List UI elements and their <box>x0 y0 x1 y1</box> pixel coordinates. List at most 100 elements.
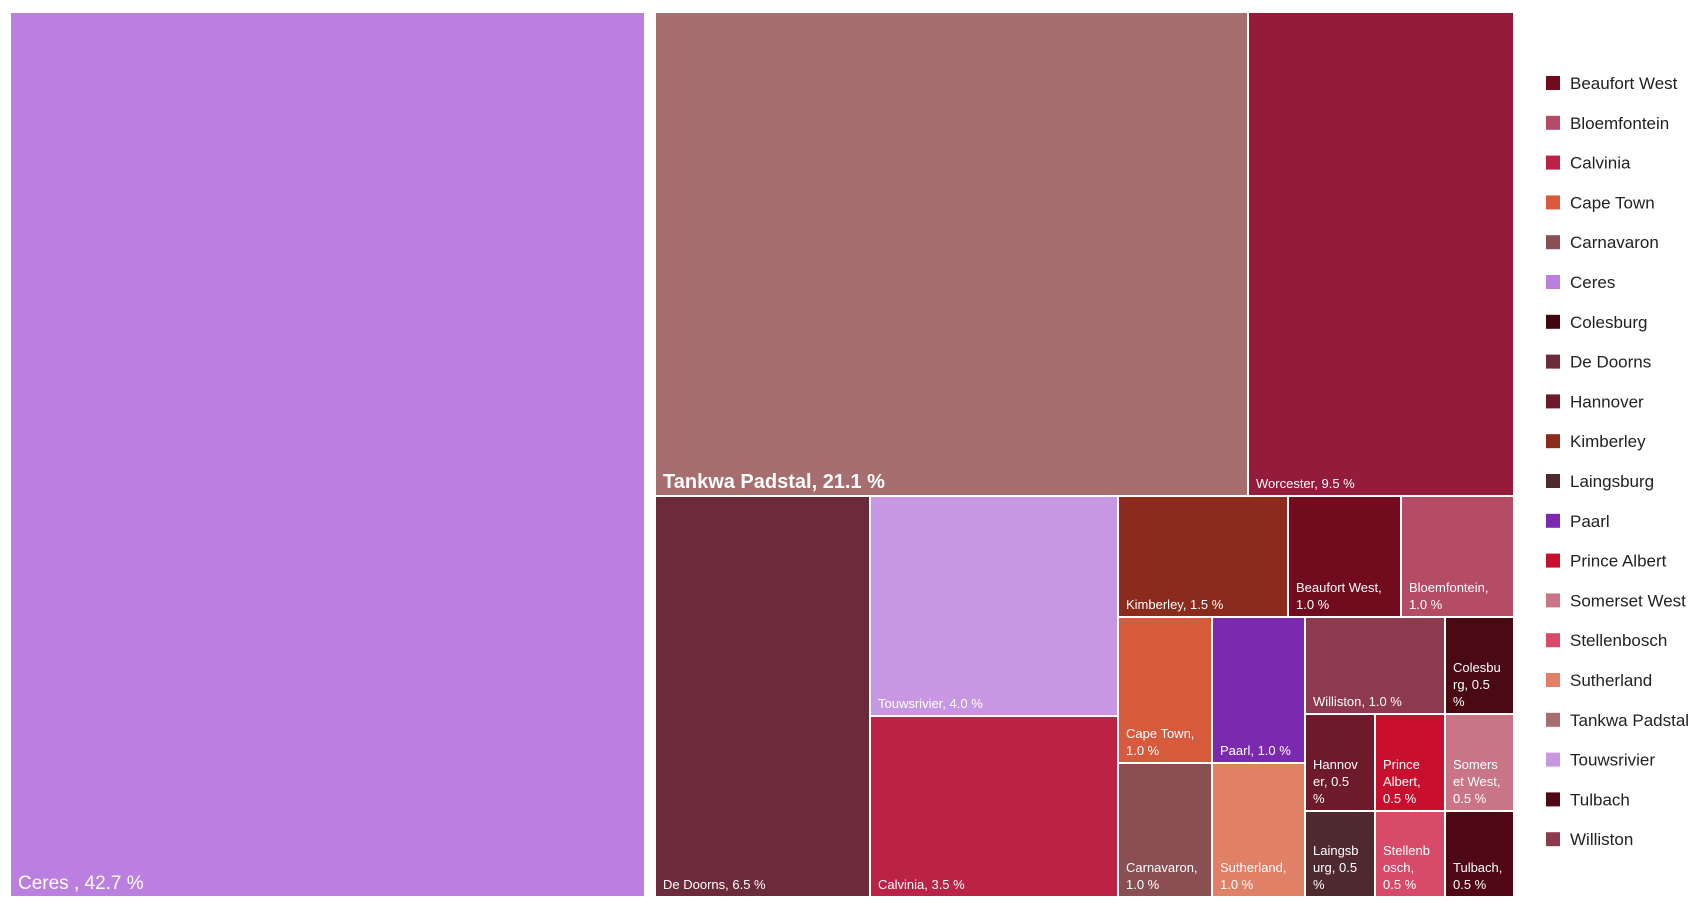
tile-label-stellenbosch: osch, <box>1383 860 1414 875</box>
tile-label-carnavaron: 1.0 % <box>1126 877 1160 892</box>
legend-swatch-touwsrivier <box>1546 752 1560 767</box>
tile-label-de-doorns: De Doorns, 6.5 % <box>663 877 766 892</box>
tile-laingsburg: Laingsb urg, 0.5% <box>1304 810 1376 898</box>
tile-colesburg: Colesbu rg, 0.5% <box>1444 616 1515 715</box>
treemap-tiles: Ceres , 42.7 % Tankwa Padstal, 21.1 % Worc… <box>9 11 1515 898</box>
tile-label-laingsburg: % <box>1313 877 1325 892</box>
tile-paarl: Paarl, 1.0 % <box>1211 616 1306 764</box>
tile-label-colesburg: Colesbu <box>1453 660 1501 675</box>
tile-calvinia: Calvinia, 3.5 % <box>869 715 1119 898</box>
tile-touwsrivier: Touwsrivier, 4.0 % <box>869 495 1119 717</box>
tile-label-somerset-west: 0.5 % <box>1453 791 1487 806</box>
legend-item-sutherland: Sutherland <box>1546 671 1652 690</box>
tile-tulbach: Tulbach, 0.5 % <box>1444 810 1515 898</box>
tile-label-tankwa-padstal: Tankwa Padstal, 21.1 % <box>663 471 885 493</box>
legend-swatch-bloemfontein <box>1546 115 1560 130</box>
tile-label-somerset-west: Somers <box>1453 757 1498 772</box>
legend-swatch-tankwa-padstal <box>1546 712 1560 727</box>
legend-item-paarl: Paarl <box>1546 512 1610 531</box>
tile-rect-kimberley <box>1117 495 1289 618</box>
legend-label-stellenbosch: Stellenbosch <box>1570 631 1667 650</box>
legend-item-de-doorns: De Doorns <box>1546 353 1651 372</box>
legend-swatch-kimberley <box>1546 434 1560 449</box>
tile-stellenbosch: Stellenb osch, 0.5 % <box>1374 810 1446 898</box>
legend-item-beaufort-west: Beaufort West <box>1546 74 1678 93</box>
legend-item-kimberley: Kimberley <box>1546 432 1646 451</box>
tile-kimberley: Kimberley, 1.5 % <box>1117 495 1289 618</box>
tile-label-williston: Williston, 1.0 % <box>1313 694 1402 709</box>
tile-label-tulbach: Tulbach, <box>1453 860 1502 875</box>
tile-rect-somerset-west <box>1444 713 1515 812</box>
tile-label-beaufort-west: Beaufort West, <box>1296 580 1382 595</box>
legend-swatch-colesburg <box>1546 314 1560 329</box>
tile-label-stellenbosch: 0.5 % <box>1383 877 1417 892</box>
legend-swatch-stellenbosch <box>1546 633 1560 648</box>
legend-swatch-laingsburg <box>1546 474 1560 488</box>
tile-label-beaufort-west: 1.0 % <box>1296 597 1330 612</box>
legend-item-cape-town: Cape Town <box>1546 193 1655 212</box>
legend-item-tulbach: Tulbach <box>1546 790 1630 809</box>
tile-label-prince-albert: 0.5 % <box>1383 791 1417 806</box>
legend-swatch-somerset-west <box>1546 593 1560 608</box>
tile-label-carnavaron: Carnavaron, <box>1126 860 1198 875</box>
legend-swatch-beaufort-west <box>1546 76 1560 90</box>
legend-label-calvinia: Calvinia <box>1570 154 1631 173</box>
tile-rect-sutherland <box>1211 762 1306 898</box>
tile-rect-beaufort-west <box>1287 495 1402 618</box>
legend-item-bloemfontein: Bloemfontein <box>1546 114 1669 133</box>
tile-rect-paarl <box>1211 616 1306 764</box>
tile-rect-worcester <box>1247 11 1515 497</box>
tile-bloemfontein: Bloemfontein, 1.0 % <box>1400 495 1515 618</box>
legend-swatch-carnavaron <box>1546 235 1560 250</box>
legend-item-colesburg: Colesburg <box>1546 313 1648 332</box>
legend: Beaufort West Bloemfontein Calvinia Cape To… <box>1546 74 1689 849</box>
tile-label-hannover: er, 0.5 <box>1313 774 1349 789</box>
tile-rect-cape-town <box>1117 616 1213 764</box>
legend-swatch-calvinia <box>1546 155 1560 170</box>
legend-label-cape-town: Cape Town <box>1570 193 1655 212</box>
tile-label-ceres: Ceres , 42.7 % <box>18 873 144 894</box>
legend-label-carnavaron: Carnavaron <box>1570 233 1659 252</box>
legend-swatch-ceres <box>1546 275 1560 289</box>
legend-label-somerset-west: Somerset West <box>1570 591 1686 610</box>
legend-swatch-sutherland <box>1546 673 1560 687</box>
legend-label-prince-albert: Prince Albert <box>1570 552 1667 571</box>
tile-rect-tulbach <box>1444 810 1515 898</box>
tile-label-prince-albert: Albert, <box>1383 774 1421 789</box>
legend-item-carnavaron: Carnavaron <box>1546 233 1659 252</box>
legend-label-touwsrivier: Touwsrivier <box>1570 751 1655 770</box>
legend-item-laingsburg: Laingsburg <box>1546 472 1654 491</box>
tile-rect-calvinia <box>869 715 1119 898</box>
tile-williston: Williston, 1.0 % <box>1304 616 1446 715</box>
tile-label-sutherland: Sutherland, <box>1220 860 1287 875</box>
legend-item-calvinia: Calvinia <box>1546 154 1631 173</box>
tile-ceres: Ceres , 42.7 % <box>9 11 646 898</box>
tile-label-colesburg: % <box>1453 694 1465 709</box>
legend-label-tankwa-padstal: Tankwa Padstal <box>1570 711 1689 730</box>
tile-rect-ceres <box>9 11 646 898</box>
tile-de-doorns: De Doorns, 6.5 % <box>654 495 871 898</box>
tile-cape-town: Cape Town, 1.0 % <box>1117 616 1213 764</box>
tile-rect-hannover <box>1304 713 1376 812</box>
tile-tankwa-padstal: Tankwa Padstal, 21.1 % <box>654 11 1249 497</box>
legend-label-paarl: Paarl <box>1570 512 1610 531</box>
legend-item-touwsrivier: Touwsrivier <box>1546 751 1655 770</box>
tile-carnavaron: Carnavaron, 1.0 % <box>1117 762 1213 898</box>
tile-label-calvinia: Calvinia, 3.5 % <box>878 877 965 892</box>
tile-label-cape-town: Cape Town, <box>1126 726 1194 741</box>
tile-label-somerset-west: et West, <box>1453 774 1500 789</box>
legend-swatch-paarl <box>1546 513 1560 528</box>
legend-label-williston: Williston <box>1570 830 1633 849</box>
tile-label-laingsburg: urg, 0.5 <box>1313 860 1357 875</box>
legend-item-prince-albert: Prince Albert <box>1546 552 1667 571</box>
legend-label-hannover: Hannover <box>1570 392 1644 411</box>
legend-item-tankwa-padstal: Tankwa Padstal <box>1546 711 1689 730</box>
tile-label-bloemfontein: Bloemfontein, <box>1409 580 1489 595</box>
tile-label-hannover: Hannov <box>1313 757 1358 772</box>
tile-rect-de-doorns <box>654 495 871 898</box>
tile-rect-bloemfontein <box>1400 495 1515 618</box>
tile-label-sutherland: 1.0 % <box>1220 877 1254 892</box>
legend-label-beaufort-west: Beaufort West <box>1570 74 1678 93</box>
tile-label-colesburg: rg, 0.5 <box>1453 677 1490 692</box>
legend-label-tulbach: Tulbach <box>1570 790 1630 809</box>
